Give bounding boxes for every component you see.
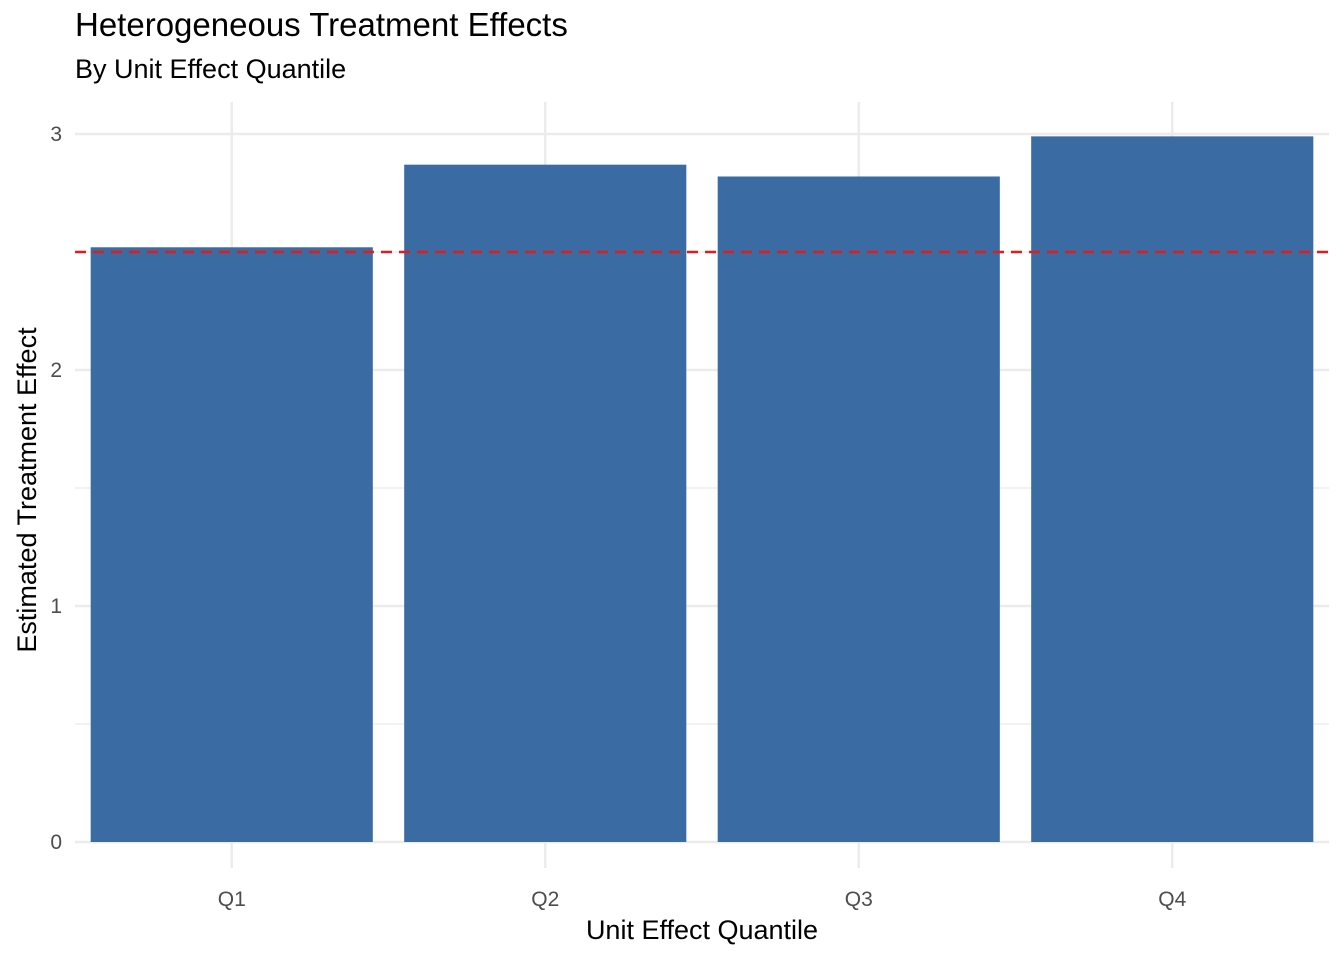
x-tick-label: Q2	[531, 888, 559, 911]
y-tick-label: 0	[50, 831, 62, 854]
y-tick-label: 1	[50, 595, 62, 618]
y-tick-labels: 0 1 2 3	[50, 123, 62, 854]
x-tick-label: Q4	[1158, 888, 1186, 911]
chart-subtitle: By Unit Effect Quantile	[75, 54, 347, 84]
x-tick-label: Q1	[218, 888, 246, 911]
x-tick-labels: Q1 Q2 Q3 Q4	[218, 888, 1187, 911]
chart-title: Heterogeneous Treatment Effects	[75, 6, 568, 43]
bars	[90, 136, 1314, 843]
y-tick-label: 3	[50, 123, 62, 146]
y-tick-label: 2	[50, 359, 62, 382]
y-axis-title: Estimated Treatment Effect	[12, 327, 42, 653]
x-axis-title: Unit Effect Quantile	[586, 915, 818, 945]
x-tick-label: Q3	[845, 888, 873, 911]
bar-q3	[717, 176, 1000, 843]
bar-q1	[90, 247, 373, 842]
bar-q4	[1031, 136, 1314, 843]
bar-q2	[404, 164, 687, 842]
